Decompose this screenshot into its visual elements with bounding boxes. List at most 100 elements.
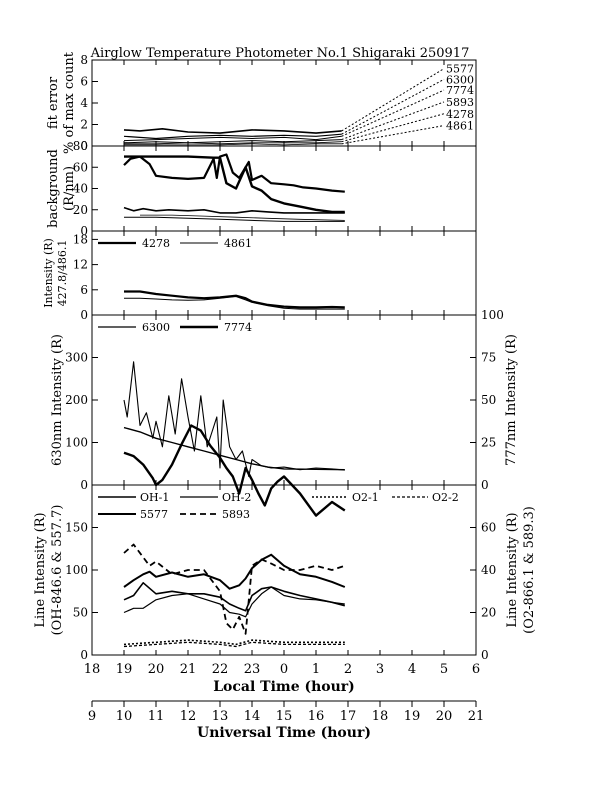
panel-bg-ylabel: (R/nm) [62, 166, 77, 211]
fit-legend-label-5893: 5893 [446, 96, 474, 109]
line-series-OH-1 [123, 581, 346, 612]
local-time-tick-label: 5 [440, 662, 448, 677]
local-time-tick-label: 21 [180, 662, 197, 677]
red-ylabel-left: 630nm Intensity (R) [50, 334, 65, 466]
ut-tick-label: 10 [116, 709, 133, 724]
panel-bg-ytick-label-left: 60 [73, 160, 88, 174]
local-time-tick-label: 4 [408, 662, 416, 677]
fit-legend-guide-4278 [341, 113, 445, 143]
bg-series-bg-e [140, 214, 345, 221]
panel-bg-ytick-label-left: 0 [80, 224, 88, 238]
panel-bg-ylabel: background [46, 149, 61, 228]
fit-legend-label-7774: 7774 [446, 84, 474, 97]
panel-red-ytick-label-left: 300 [65, 351, 88, 365]
bg-series-bg-d [124, 216, 345, 222]
panel-fit-ylabel: % of max count [62, 51, 77, 154]
line-legend-label-O2-1: O2-1 [352, 491, 379, 504]
panel-line-ytick-label-left: 150 [65, 521, 88, 535]
panel-fit-frame [91, 59, 477, 147]
line-legend-label-OH-2: OH-2 [222, 491, 251, 504]
fit-series-5577 [123, 128, 342, 134]
panel-red-ytick-label-right: 25 [481, 436, 496, 450]
local-time-tick-label: 2 [344, 662, 352, 677]
blue-legend-label-4278: 4278 [142, 237, 170, 250]
panel-bg-ytick-label-left: 80 [73, 139, 88, 153]
line-series-O2-1 [123, 639, 345, 646]
fit-legend-guide-5577 [341, 68, 445, 132]
local-time-tick-label: 6 [472, 662, 480, 677]
line-legend-label-5577: 5577 [140, 508, 168, 521]
fit-legend-guide-6300 [341, 78, 445, 135]
local-time-axis-label: Local Time (hour) [213, 679, 355, 695]
line-series-O2-2 [123, 641, 345, 648]
blue-legend-label-4861: 4861 [224, 237, 252, 250]
panel-bg-frame [91, 145, 477, 232]
ut-tick-label: 15 [276, 709, 293, 724]
panel-blue-ytick-label-left: 0 [80, 308, 88, 322]
fit-legend-guide-4861 [341, 125, 445, 145]
ut-tick-label: 20 [436, 709, 453, 724]
panel-line-ytick-label-right: 0 [481, 648, 489, 662]
local-time-tick-label: 0 [280, 662, 288, 677]
fit-legend-label-6300: 6300 [446, 73, 474, 86]
panel-line-ytick-label-right: 60 [481, 521, 496, 535]
red-legend-label-7774: 7774 [224, 321, 252, 334]
panel-blue-ylabel: Intensity (R) [42, 238, 55, 308]
panel-fit: 0 2 4 6 8 fit error% of max count 557763007774… [46, 51, 477, 154]
panel-red-ytick-label-left: 0 [80, 478, 88, 492]
fit-legend-label-4278: 4278 [446, 108, 474, 121]
local-time-tick-label: 3 [376, 662, 384, 677]
ut-tick-label: 21 [468, 709, 485, 724]
panel-red-ytick-label-right: 75 [481, 351, 496, 365]
line-legend-label-O2-2: O2-2 [432, 491, 459, 504]
fit-legend-guide-7774 [341, 89, 445, 137]
panel-blue-ylabel: 427.8/486.1 [56, 240, 69, 307]
panel-red-ytick-label-right: 0 [481, 478, 489, 492]
panel-fit-ytick-label-left: 4 [80, 96, 88, 110]
ut-tick-label: 11 [148, 709, 165, 724]
panel-blue: 0 6 12 18 Intensity (R) 427.8/486.1 4278 4861 [42, 230, 477, 322]
panel-red-ytick-label-right: 50 [481, 393, 496, 407]
local-time-tick-label: 19 [116, 662, 133, 677]
line-legend-label-5893: 5893 [222, 508, 250, 521]
figure-title: Airglow Temperature Photometer No.1 Shig… [90, 46, 470, 61]
fit-series-6300 [123, 133, 342, 140]
panel-fit-ytick-label-left: 6 [80, 75, 88, 89]
red-legend-label-6300: 6300 [142, 321, 170, 334]
panel-bg-ytick-label-left: 40 [73, 182, 88, 196]
ut-tick-label: 17 [340, 709, 357, 724]
panel-line-ytick-label-left: 100 [65, 563, 88, 577]
ut-tick-label: 14 [244, 709, 261, 724]
line-ylabel-left: Line Intensity (R) [33, 512, 48, 627]
line-ylabel-right: Line Intensity (R) [505, 512, 520, 627]
panel-blue-ytick-label-left: 6 [80, 283, 88, 297]
line-series-OH-2 [123, 586, 345, 618]
panel-red-ytick-label-left: 200 [65, 393, 88, 407]
panel-fit-ytick-label-left: 0 [80, 139, 88, 153]
panel-fit-ytick-label-left: 2 [80, 118, 88, 132]
ut-tick-label: 18 [372, 709, 389, 724]
fit-legend-label-4861: 4861 [446, 120, 474, 133]
panel-line-ytick-label-right: 20 [481, 606, 496, 620]
ut-axis-label: Universal Time (hour) [197, 725, 371, 741]
bg-series-bg-b [124, 155, 345, 214]
fit-series-4861 [124, 143, 342, 146]
panel-red-ytick-label-right: 100 [481, 308, 504, 322]
panel-blue-ytick-label-left: 18 [73, 232, 88, 246]
ut-tick-label: 12 [180, 709, 197, 724]
local-time-tick-label: 1 [312, 662, 320, 677]
line-series-5577 [123, 553, 346, 590]
panel-red-ytick-label-left: 100 [65, 436, 88, 450]
panel-red-frame [91, 314, 477, 486]
fit-series-7774 [123, 135, 342, 142]
ut-tick-label: 16 [308, 709, 325, 724]
fit-series-5893 [123, 139, 342, 144]
red-series-7774 [123, 424, 346, 517]
red-series-6300b [123, 426, 345, 471]
fit-legend-label-5577: 5577 [446, 63, 474, 76]
